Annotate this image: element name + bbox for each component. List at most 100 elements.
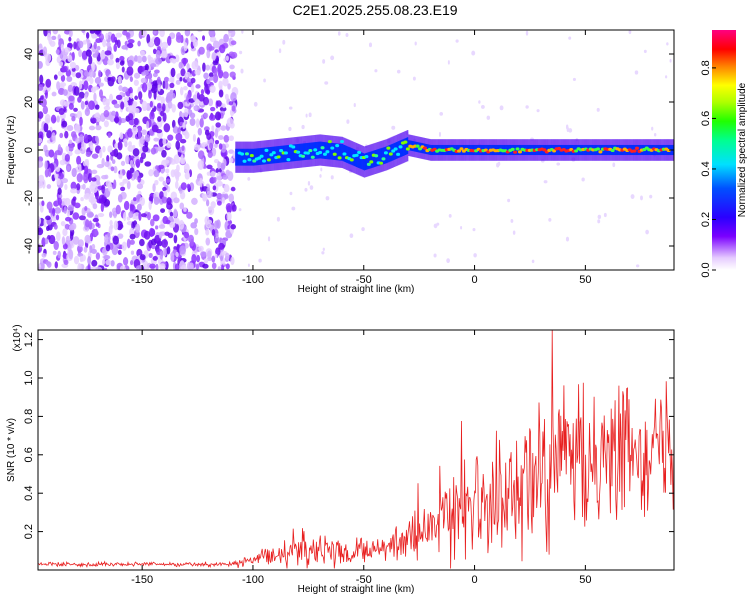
signal-band — [329, 142, 331, 160]
noise-cell — [73, 255, 80, 265]
noise-speckle — [496, 162, 500, 168]
signal-peak — [457, 149, 462, 153]
noise-cell — [127, 59, 134, 68]
noise-cell — [191, 253, 197, 264]
signal-band — [347, 146, 349, 164]
noise-cell — [117, 249, 122, 255]
signal-peak — [459, 147, 464, 151]
noise-cell — [88, 100, 95, 111]
noise-cell — [167, 35, 172, 46]
noise-cell — [228, 135, 234, 142]
noise-cell — [47, 235, 51, 240]
noise-cell — [140, 50, 145, 57]
signal-peak — [313, 148, 318, 152]
signal-band — [265, 147, 267, 165]
noise-cell — [115, 57, 120, 63]
noise-speckle — [319, 174, 322, 178]
noise-cell — [71, 167, 77, 178]
noise-cell — [171, 104, 176, 113]
noise-cell — [230, 224, 236, 230]
snr-x-tick-label: 50 — [579, 574, 591, 586]
noise-cell — [203, 112, 209, 119]
signal-band — [373, 150, 376, 168]
noise-cell — [151, 245, 156, 250]
noise-cell — [111, 159, 116, 165]
noise-cell — [182, 86, 188, 91]
noise-cell — [119, 265, 126, 270]
noise-speckle — [568, 128, 573, 133]
noise-cell — [99, 148, 103, 159]
noise-cell — [175, 79, 181, 85]
colorbar: 0.0 0.2 0.4 0.6 0.8 Normalized spectral ampl… — [700, 30, 748, 278]
noise-cell — [38, 111, 44, 119]
noise-cell — [130, 250, 135, 255]
noise-cell — [198, 46, 205, 55]
signal-band — [364, 153, 367, 171]
signal-band — [267, 147, 269, 165]
noise-cell — [178, 61, 183, 69]
spectrogram-x-tick-label: -150 — [131, 274, 153, 286]
noise-speckle — [612, 162, 616, 168]
noise-cell — [140, 213, 148, 218]
signal-band — [401, 139, 403, 157]
noise-cell — [67, 42, 73, 49]
noise-cell — [46, 225, 50, 232]
noise-speckle — [238, 208, 242, 212]
signal-band — [346, 145, 348, 163]
noise-cell — [76, 183, 81, 191]
noise-cell — [194, 69, 201, 76]
noise-speckle — [471, 50, 476, 56]
noise-cell — [214, 67, 218, 77]
signal-peak — [403, 140, 408, 144]
noise-cell — [38, 227, 44, 236]
noise-cell — [70, 181, 77, 190]
noise-cell — [166, 142, 172, 149]
noise-speckle — [361, 227, 365, 232]
noise-cell — [48, 149, 55, 158]
noise-cell — [229, 64, 235, 70]
signal-band — [354, 149, 357, 167]
noise-cell — [126, 216, 131, 221]
noise-cell — [165, 168, 170, 174]
signal-band — [256, 148, 258, 166]
noise-cell — [81, 140, 86, 151]
noise-cell — [66, 76, 73, 82]
noise-cell — [136, 55, 143, 64]
noise-cell — [116, 152, 123, 160]
noise-cell — [208, 76, 214, 81]
noise-cell — [202, 62, 206, 72]
noise-cell — [136, 183, 144, 190]
noise-speckle — [447, 60, 450, 65]
noise-cell — [139, 254, 146, 261]
noise-cell — [155, 49, 161, 60]
noise-cell — [53, 241, 59, 251]
snr-x-tick-label: 0 — [471, 574, 477, 586]
noise-speckle — [349, 233, 354, 239]
noise-cell — [195, 84, 201, 89]
noise-cell — [68, 249, 74, 260]
noise-cell — [139, 238, 145, 247]
noise-speckle — [247, 177, 251, 181]
noise-cell — [83, 80, 89, 91]
noise-cell — [143, 230, 151, 240]
noise-cell — [151, 124, 159, 133]
signal-band — [406, 137, 409, 155]
noise-speckle — [330, 175, 334, 180]
noise-cell — [186, 78, 192, 83]
noise-cell — [186, 261, 192, 270]
signal-band — [358, 151, 360, 168]
noise-cell — [42, 105, 48, 115]
noise-cell — [175, 251, 179, 258]
noise-cell — [128, 211, 134, 218]
signal-peak — [244, 152, 249, 156]
noise-cell — [225, 252, 230, 261]
signal-peak — [320, 146, 325, 150]
noise-cell — [120, 101, 125, 110]
noise-speckle — [276, 216, 280, 222]
noise-cell — [83, 193, 90, 200]
signal-band — [385, 146, 388, 164]
noise-cell — [38, 137, 43, 144]
signal-band — [351, 148, 353, 166]
noise-cell — [69, 61, 77, 69]
noise-cell — [38, 182, 41, 190]
